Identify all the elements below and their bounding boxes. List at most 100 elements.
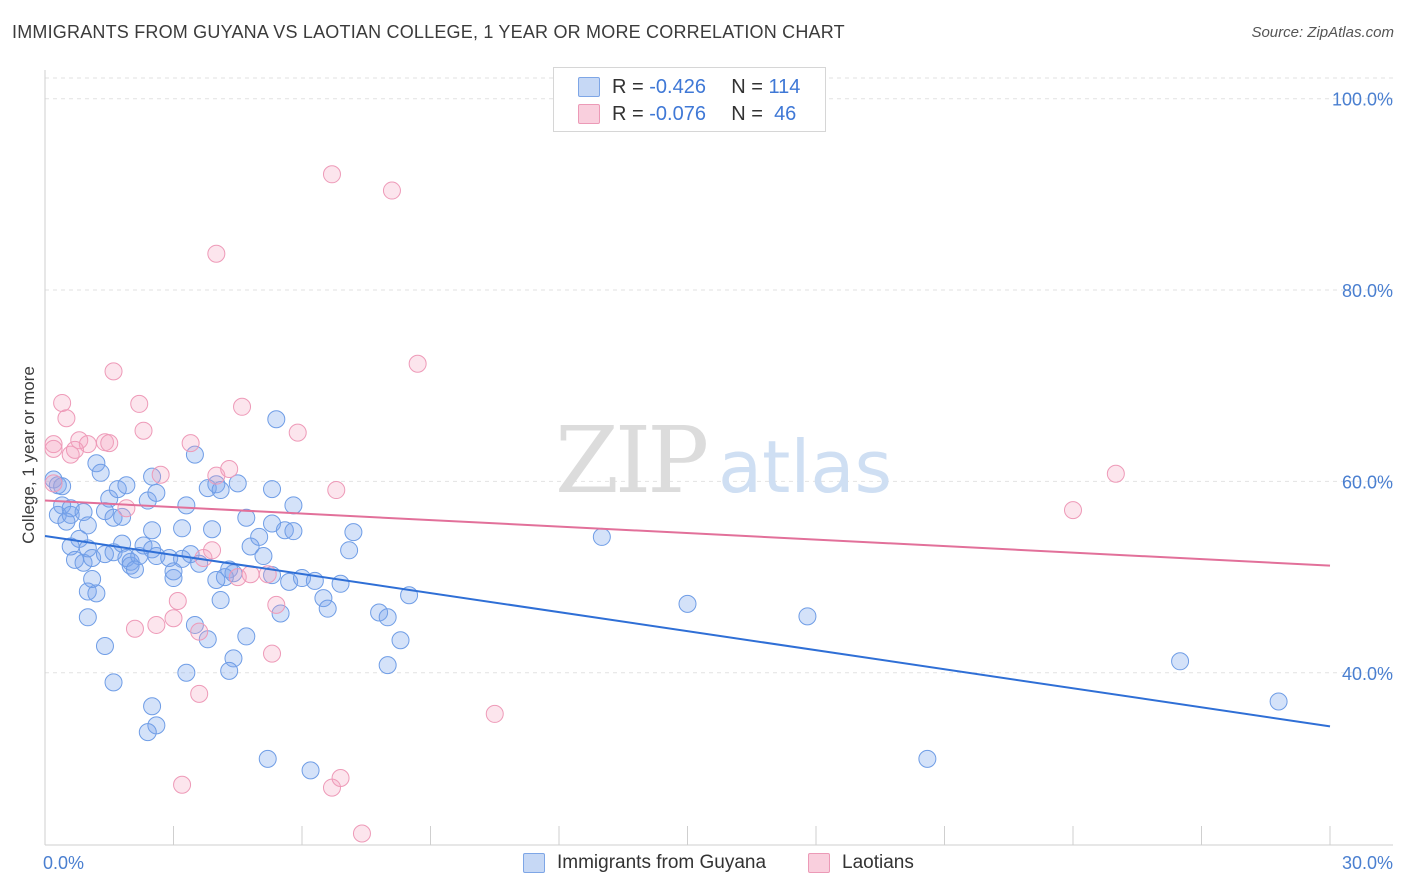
legend-row-guyana: R = -0.426 N = 114	[578, 75, 800, 99]
point-guyana	[344, 523, 363, 542]
series-label-laotians: Laotians	[842, 852, 914, 873]
series-label-guyana: Immigrants from Guyana	[557, 852, 767, 873]
point-guyana	[83, 570, 102, 589]
point-guyana	[87, 584, 106, 603]
point-laotians	[168, 592, 187, 611]
point-laotians	[1064, 501, 1082, 520]
point-guyana	[177, 663, 196, 682]
y-tick-label: 40.0%	[1342, 664, 1393, 684]
point-guyana	[211, 591, 230, 610]
point-guyana	[237, 508, 256, 527]
point-guyana	[271, 604, 290, 623]
legend-swatch-blue	[578, 77, 600, 97]
point-laotians	[104, 362, 123, 381]
point-guyana	[318, 599, 337, 618]
point-guyana	[78, 516, 97, 535]
axes	[44, 70, 1393, 846]
point-guyana	[1269, 692, 1288, 711]
point-guyana	[104, 673, 123, 692]
point-laotians	[408, 354, 427, 373]
point-guyana	[143, 521, 162, 540]
point-guyana	[592, 527, 611, 546]
legend-row-laotians: R = -0.076 N = 46	[578, 102, 796, 126]
point-guyana	[314, 589, 333, 608]
legend-n-label: N =	[731, 102, 763, 125]
watermark-zip: ZIP	[555, 407, 706, 514]
point-guyana	[113, 507, 132, 526]
point-guyana	[284, 522, 303, 541]
source-credit: Source: ZipAtlas.com	[1251, 24, 1394, 41]
stats-legend: R = -0.426 N = 114 R = -0.076 N = 46	[553, 67, 826, 132]
point-laotians	[1106, 464, 1125, 483]
point-guyana	[918, 749, 937, 768]
point-guyana	[74, 553, 93, 572]
point-guyana	[284, 496, 303, 515]
legend-n-value: 114	[768, 75, 801, 98]
point-laotians	[220, 459, 239, 478]
point-guyana	[250, 527, 269, 546]
points-guyana	[44, 410, 1288, 780]
legend-swatch-pink	[578, 104, 600, 124]
point-guyana	[237, 627, 256, 646]
point-guyana	[391, 631, 410, 650]
point-laotians	[164, 609, 183, 628]
x-tick-label: 30.0%	[1342, 853, 1393, 873]
point-guyana	[203, 520, 222, 539]
point-guyana	[91, 463, 110, 482]
point-guyana	[1171, 652, 1190, 671]
point-guyana	[267, 410, 286, 429]
point-guyana	[164, 562, 183, 581]
point-guyana	[207, 570, 226, 589]
series-legend-laotians: Laotians	[808, 852, 914, 874]
point-laotians	[485, 704, 504, 723]
point-guyana	[125, 560, 144, 579]
point-guyana	[301, 761, 320, 780]
point-laotians	[263, 644, 282, 663]
point-guyana	[340, 541, 359, 560]
point-laotians	[233, 397, 252, 416]
point-laotians	[352, 824, 371, 843]
point-guyana	[211, 481, 230, 500]
point-guyana	[95, 636, 114, 655]
point-laotians	[207, 244, 226, 263]
point-laotians	[288, 423, 307, 442]
point-guyana	[254, 547, 273, 566]
point-guyana	[378, 608, 397, 627]
point-laotians	[44, 439, 63, 458]
legend-r-label: R =	[612, 102, 644, 125]
point-laotians	[331, 769, 350, 788]
point-laotians	[65, 440, 84, 459]
legend-r-label: R =	[612, 75, 644, 98]
point-laotians	[130, 394, 149, 413]
point-laotians	[190, 684, 209, 703]
point-guyana	[74, 503, 93, 522]
point-guyana	[108, 480, 127, 499]
legend-r-value: -0.426	[649, 75, 706, 98]
point-guyana	[138, 723, 157, 742]
point-laotians	[190, 622, 209, 641]
point-guyana	[78, 539, 97, 558]
point-guyana	[798, 607, 817, 626]
legend-r-value: -0.076	[649, 102, 706, 125]
point-guyana	[173, 519, 192, 538]
point-guyana	[87, 454, 106, 473]
y-tick-label: 100.0%	[1332, 90, 1393, 110]
trend-line-laotians	[44, 499, 1331, 567]
legend-n-value: 46	[774, 102, 797, 125]
point-laotians	[151, 465, 170, 484]
legend-n-label: N =	[731, 75, 763, 98]
y-tick-label: 60.0%	[1342, 472, 1393, 492]
point-guyana	[370, 603, 389, 622]
point-laotians	[267, 595, 286, 614]
point-laotians	[100, 434, 119, 453]
gridlines	[45, 77, 1393, 674]
point-guyana	[164, 569, 183, 588]
point-guyana	[143, 697, 162, 716]
series-swatch-blue	[523, 853, 545, 873]
point-laotians	[382, 181, 401, 200]
series-legend-guyana: Immigrants from Guyana	[523, 852, 766, 874]
series-swatch-pink	[808, 853, 830, 873]
point-guyana	[678, 594, 697, 613]
point-laotians	[57, 409, 76, 428]
point-laotians	[147, 615, 166, 634]
